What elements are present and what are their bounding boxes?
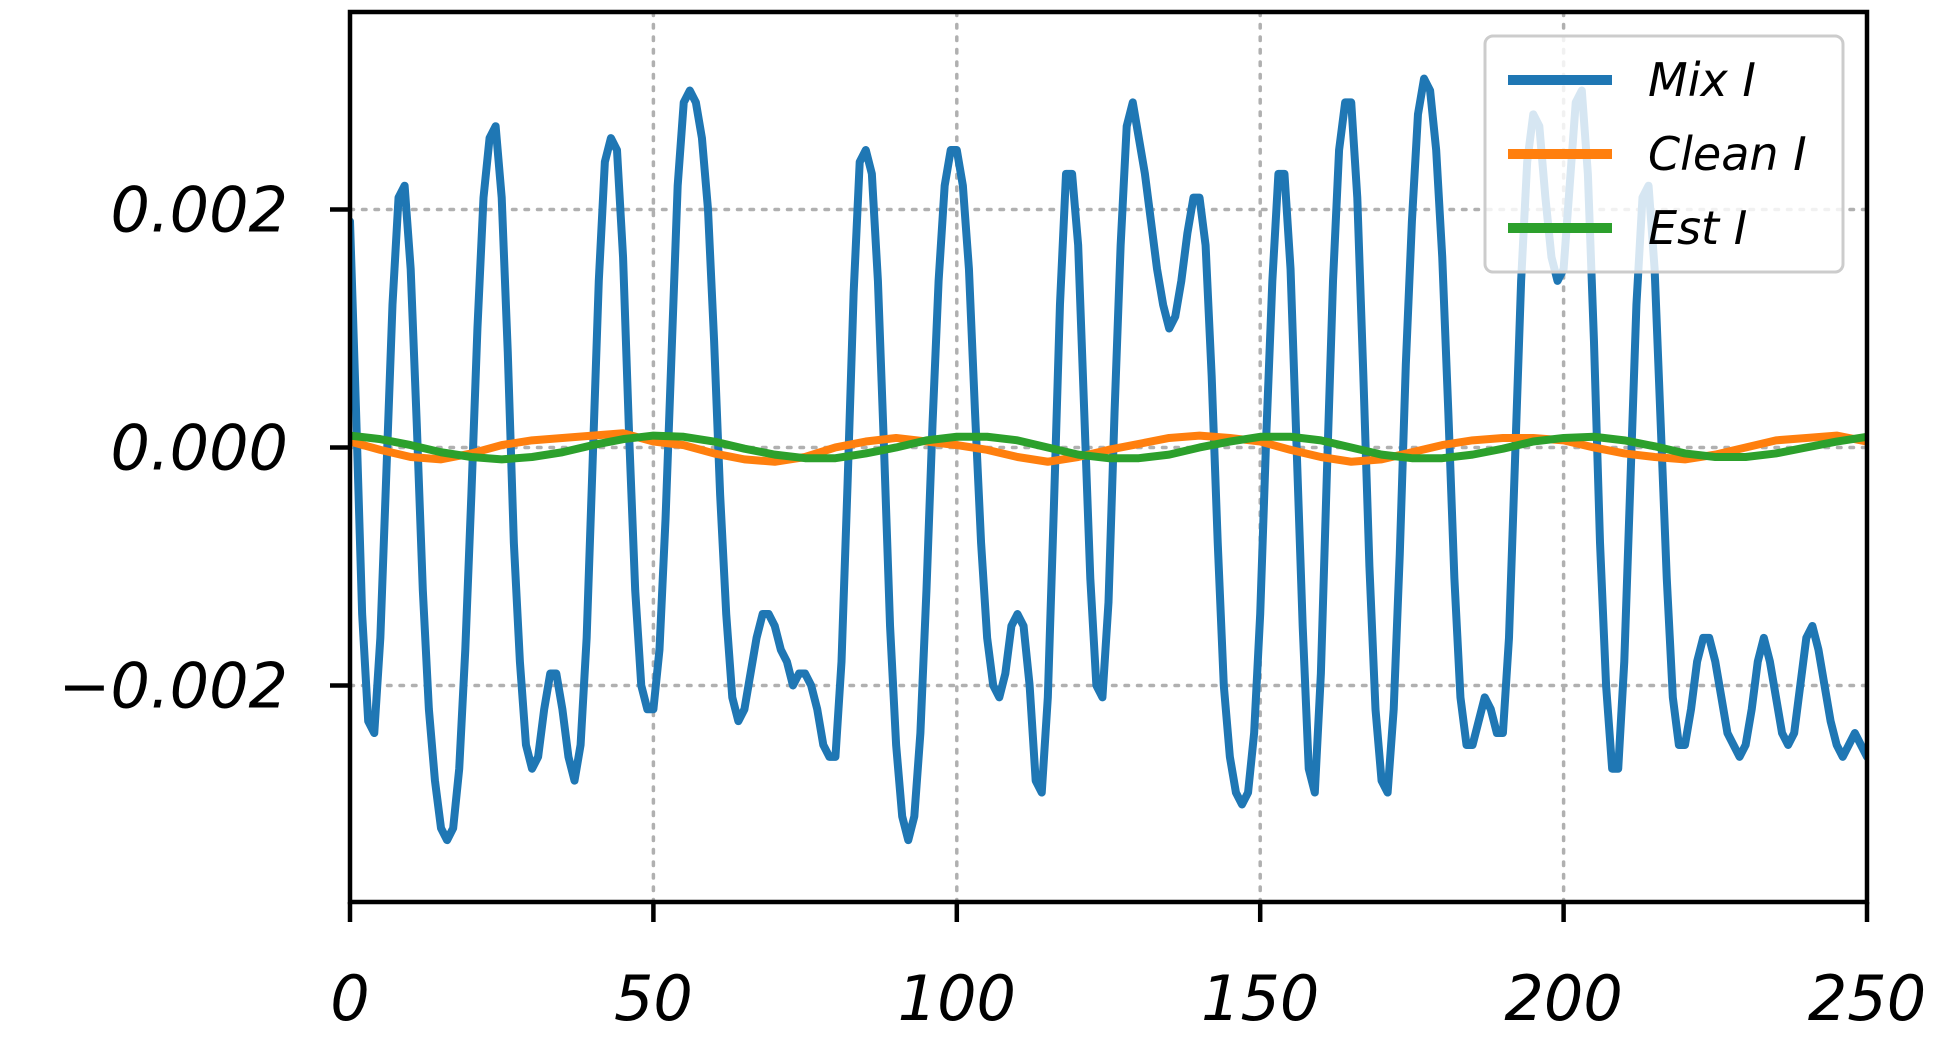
legend-label-mix-i: Mix I	[1648, 53, 1756, 107]
x-tick-label: 0	[330, 962, 369, 1035]
legend: Mix I Clean I Est I	[1483, 34, 1845, 274]
axis-ticks: 0 50 100 150 200 250 0.002 0.000 −0.002	[59, 174, 1927, 1035]
x-tick-label: 250	[1808, 962, 1926, 1035]
plot-frame	[347, 9, 1870, 905]
series-line-clean-i	[350, 429, 1867, 466]
x-tick-label: 50	[614, 962, 693, 1035]
y-tick-label: −0.002	[59, 649, 288, 722]
legend-label-clean-i: Clean I	[1648, 127, 1807, 181]
legend-label-est-i: Est I	[1648, 201, 1747, 255]
y-tick-label: 0.002	[111, 174, 289, 247]
series-lines	[350, 74, 1867, 845]
series-line-mix-i	[350, 74, 1867, 845]
x-tick-label: 150	[1201, 962, 1319, 1035]
x-tick-label: 100	[898, 962, 1016, 1035]
series-line-est-i	[350, 431, 1867, 464]
y-tick-label: 0.000	[111, 411, 289, 484]
x-tick-label: 200	[1504, 962, 1622, 1035]
legend-box	[1483, 34, 1845, 274]
